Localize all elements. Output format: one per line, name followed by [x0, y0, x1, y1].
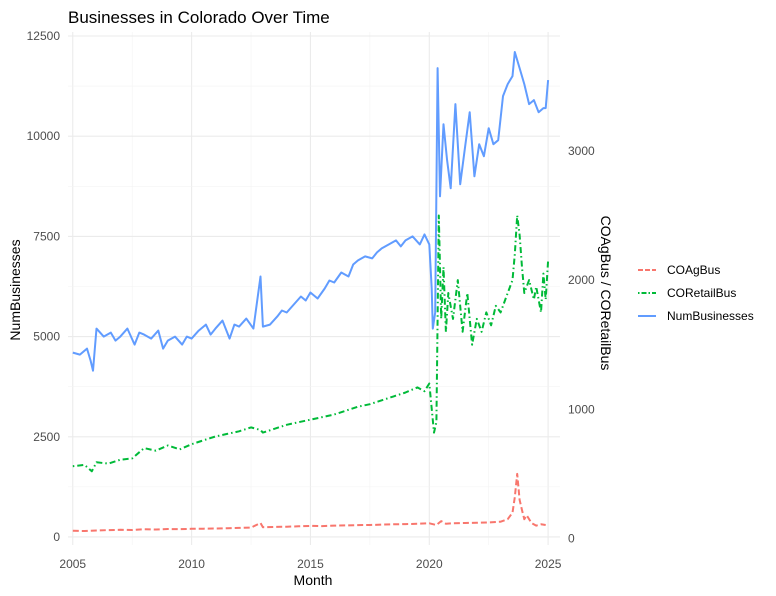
- x-axis-title: Month: [294, 572, 333, 588]
- chart-title: Businesses in Colorado Over Time: [68, 8, 330, 27]
- y-axis-title-right: COAgBus / CORetailBus: [598, 216, 614, 371]
- legend: COAgBus CORetailBus NumBusinesses: [638, 263, 754, 323]
- legend-label-coagbus: COAgBus: [667, 263, 720, 277]
- y-tick-label-right: 3000: [568, 144, 595, 158]
- y-tick-label-left: 0: [53, 530, 60, 544]
- tick-labels: 2005 2010 2015 2020 202502500500075001000012…: [27, 29, 595, 571]
- y-axis-title-left: NumBusinesses: [7, 239, 23, 340]
- x-tick-label: 2025: [535, 557, 562, 571]
- grid: [68, 32, 560, 545]
- series-line-coagbus: [72, 472, 546, 532]
- y-tick-label-right: 1000: [568, 402, 595, 416]
- x-tick-label: 2015: [297, 557, 324, 571]
- y-tick-label-left: 5000: [33, 330, 60, 344]
- x-tick-label: 2020: [416, 557, 443, 571]
- y-tick-label-left: 2500: [33, 430, 60, 444]
- series-line-coretailbus: [72, 214, 550, 473]
- x-tick-label: 2010: [178, 557, 205, 571]
- y-tick-label-left: 7500: [33, 229, 60, 243]
- y-tick-label-right: 0: [568, 532, 575, 546]
- legend-label-coretailbus: CORetailBus: [667, 286, 736, 300]
- y-tick-label-right: 2000: [568, 273, 595, 287]
- series-line-numbusinesses: [72, 51, 550, 372]
- y-tick-label-left: 12500: [27, 29, 61, 43]
- legend-label-numbusinesses: NumBusinesses: [667, 309, 754, 323]
- y-tick-label-left: 10000: [27, 129, 61, 143]
- series-layer: [72, 51, 550, 532]
- x-tick-label: 2005: [59, 557, 86, 571]
